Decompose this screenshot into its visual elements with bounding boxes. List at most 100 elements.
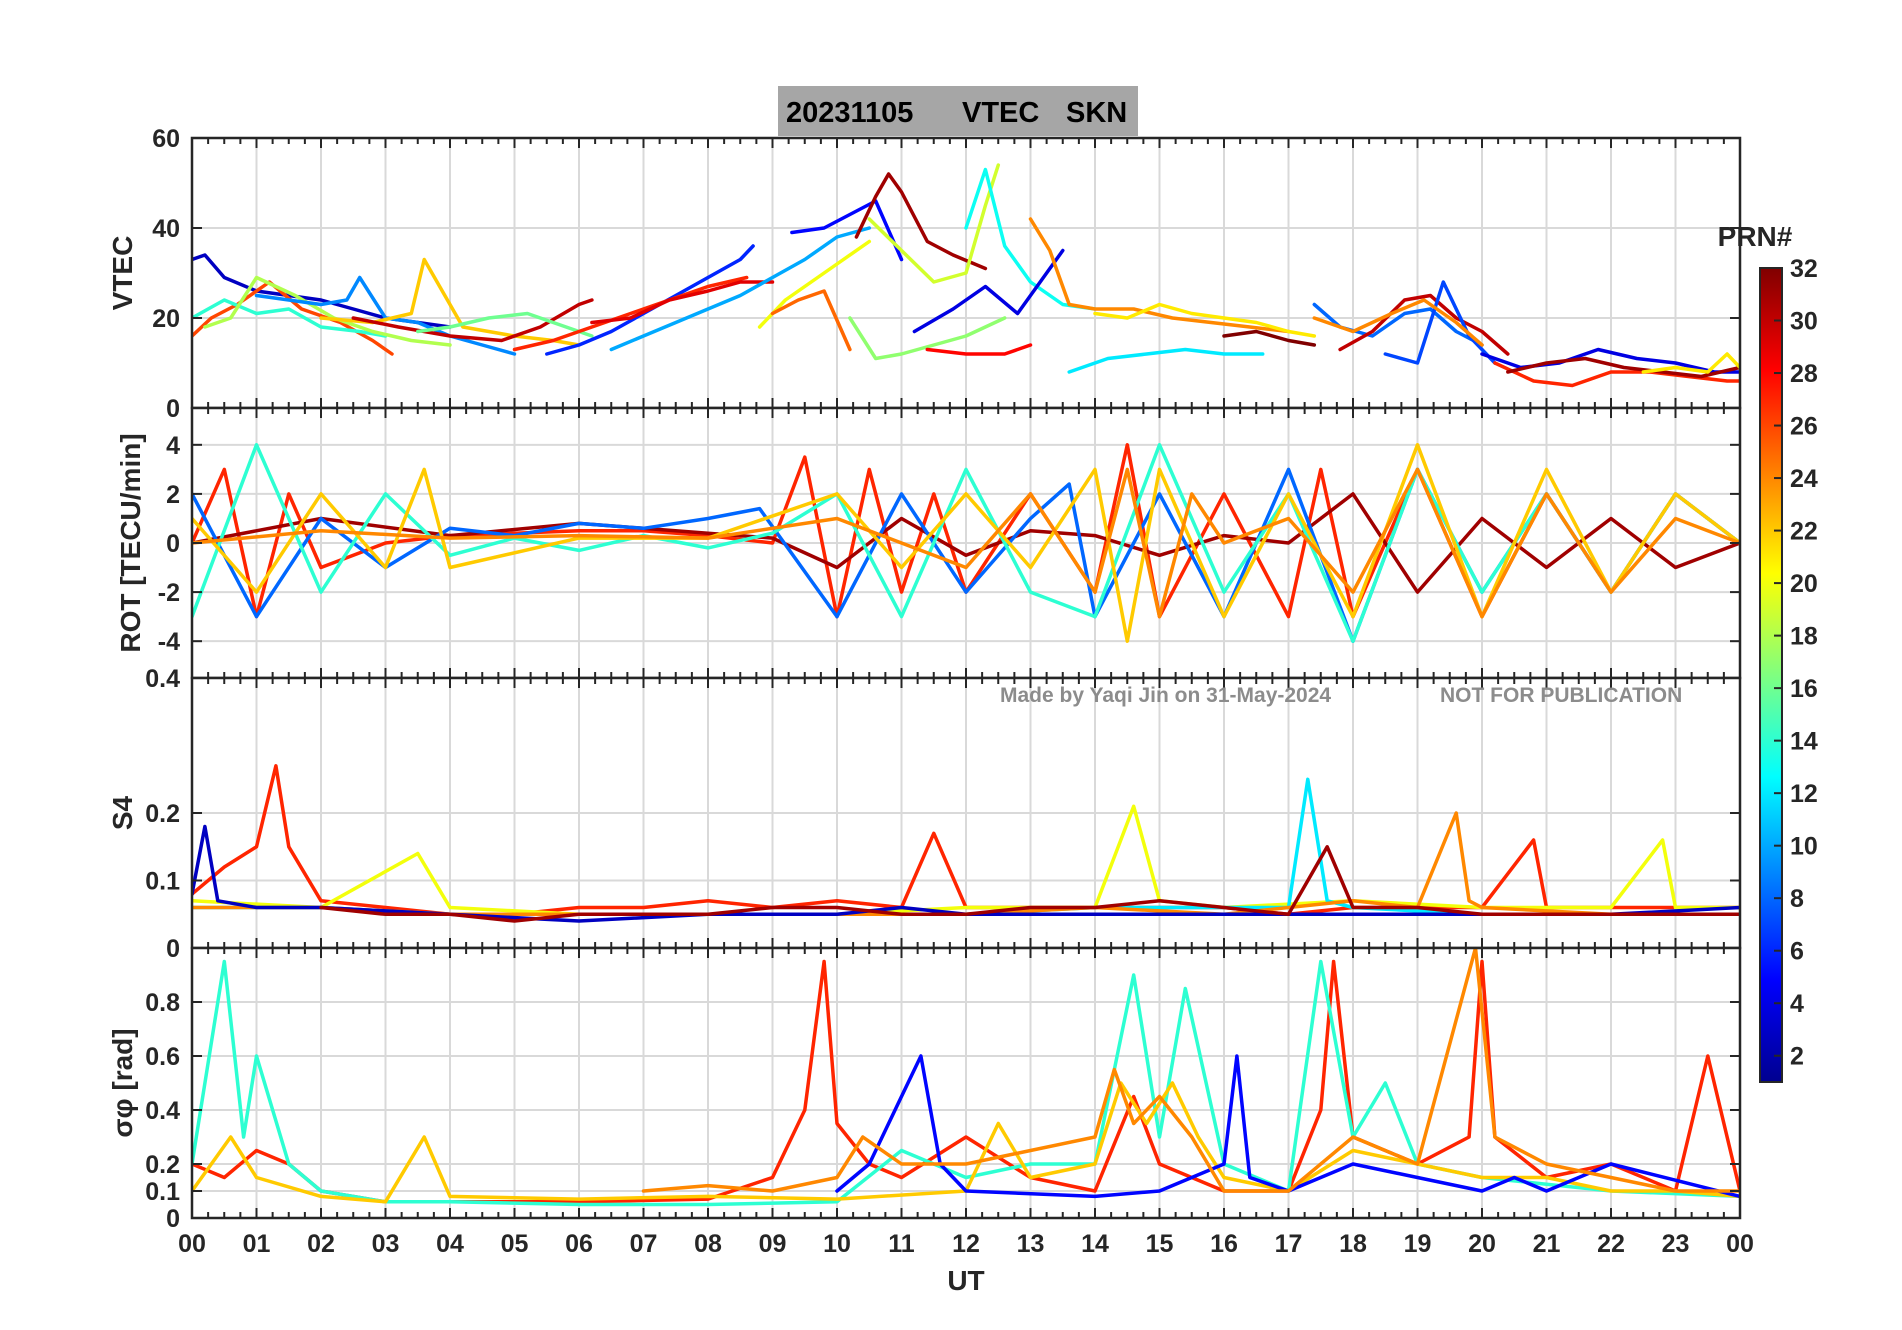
colorbar-tick-label: 18: [1790, 623, 1818, 651]
x-tick-label: 03: [372, 1230, 400, 1258]
series-line-prn-17: [848, 316, 1007, 361]
panel-rot: -4 -2 0 2 4 ROT [TECU/min]: [115, 406, 1742, 680]
x-tick-label: 17: [1275, 1230, 1303, 1258]
series-line-prn-31: [854, 172, 988, 271]
x-tick-label: 19: [1404, 1230, 1432, 1258]
series-line-prn-28: [925, 343, 1033, 356]
series-group: [192, 764, 1740, 923]
series-line-prn-10: [609, 226, 872, 352]
series-line-prn-14: [192, 443, 1740, 643]
x-tick-label: 22: [1597, 1230, 1625, 1258]
series-line-prn-20: [757, 239, 872, 329]
y-tick-label: 0.1: [145, 868, 180, 896]
colorbar-tick-label: 20: [1790, 570, 1818, 598]
series-line-prn-7: [1383, 280, 1497, 365]
y-axis-label-vtec: VTEC: [107, 236, 138, 311]
series-line-prn-5: [835, 1054, 1740, 1199]
panel-vtec: 0 20 40 60 VTEC: [107, 125, 1742, 423]
y-tick-label: 0.4: [145, 665, 180, 693]
series-line-prn-16: [416, 311, 594, 338]
series-line-prn-22: [192, 443, 1740, 643]
x-tick-label: 06: [565, 1230, 593, 1258]
colorbar-tick-label: 30: [1790, 308, 1818, 336]
series-group: [192, 163, 1740, 388]
y-tick-label: 0.2: [145, 1151, 180, 1179]
colorbar-label: PRN#: [1718, 221, 1793, 252]
title-box: [778, 86, 1138, 136]
y-tick-label: 0: [166, 530, 180, 558]
x-tick-label: 07: [630, 1230, 658, 1258]
series-line-prn-30: [351, 298, 594, 343]
y-tick-label: 2: [166, 481, 180, 509]
series-line-prn-21: [1093, 302, 1317, 338]
x-tick-label: 04: [436, 1230, 464, 1258]
x-tick-label: 21: [1533, 1230, 1561, 1258]
series-line-prn-29: [590, 280, 775, 325]
colorbar-tick-label: 2: [1790, 1043, 1804, 1071]
colorbar: [1759, 267, 1783, 1083]
series-line-prn-27: [192, 764, 1740, 917]
y-tick-label: 0: [166, 1205, 180, 1233]
y-tick-label: 40: [152, 215, 180, 243]
series-line-prn-14: [192, 298, 388, 338]
watermark-made-by: Made by Yaqi Jin on 31-May-2024: [1000, 684, 1331, 707]
series-line-prn-27: [1493, 361, 1740, 388]
x-tick-label: 12: [952, 1230, 980, 1258]
colorbar-tick-label: 4: [1790, 990, 1804, 1018]
y-tick-label: 0: [166, 935, 180, 963]
series-line-prn-24: [1028, 217, 1291, 334]
y-tick-label: 0.2: [145, 800, 180, 828]
y-tick-label: 0.4: [145, 1097, 180, 1125]
y-tick-label: -2: [158, 579, 180, 607]
series-line-prn-31: [319, 845, 1740, 923]
panel-sigma_phi: 00.10.2 0.4 0.6 0.8σφ [rad]: [107, 946, 1742, 1233]
colorbar-tick-label: 12: [1790, 780, 1818, 808]
y-tick-label: 4: [166, 432, 180, 460]
x-tick-label: 14: [1081, 1230, 1109, 1258]
x-tick-label: 23: [1662, 1230, 1690, 1258]
colorbar-tick-label: 8: [1790, 885, 1804, 913]
y-tick-label: 20: [152, 305, 180, 333]
x-tick-label: 18: [1339, 1230, 1367, 1258]
series-line-prn-18: [203, 275, 452, 347]
series-line-prn-21: [1641, 352, 1740, 374]
colorbar-tick-label: 24: [1790, 465, 1818, 493]
series-line-prn-20: [192, 804, 1740, 917]
series-line-prn-31: [1506, 356, 1740, 379]
series-line-prn-14: [192, 959, 1740, 1207]
x-tick-label: 10: [823, 1230, 851, 1258]
colorbar-tick-label: 22: [1790, 518, 1818, 546]
y-axis-label-rot: ROT [TECU/min]: [115, 433, 146, 652]
colorbar-tick-label: 16: [1790, 675, 1818, 703]
colorbar-tick-label: 10: [1790, 833, 1818, 861]
colorbar-tick-label: 28: [1790, 360, 1818, 388]
series-line-prn-4: [912, 248, 1065, 334]
y-tick-label: 0.1: [145, 1178, 180, 1206]
x-tick-label: 16: [1210, 1230, 1238, 1258]
x-tick-label: 20: [1468, 1230, 1496, 1258]
series-line-prn-27: [512, 275, 749, 352]
colorbar-tick-label: 6: [1790, 938, 1804, 966]
series-line-prn-32: [1222, 329, 1317, 347]
x-axis: 00 01 02 03 04 05 06 07 08 09 10 11 12 13 14 15 16 17 18 19…: [178, 1230, 1754, 1258]
colorbar-tick-label: 32: [1790, 255, 1818, 283]
title-quantity: VTEC: [962, 97, 1039, 129]
y-tick-label: -4: [158, 628, 180, 656]
x-axis-label: UT: [947, 1265, 984, 1296]
series-line-prn-19: [867, 163, 1001, 284]
y-tick-label: 0: [166, 395, 180, 423]
x-tick-label: 13: [1017, 1230, 1045, 1258]
x-tick-label: 08: [694, 1230, 722, 1258]
series-line-prn-22: [319, 257, 581, 347]
series-line-prn-26: [192, 280, 394, 356]
y-tick-label: 60: [152, 125, 180, 153]
series-group: [192, 443, 1740, 643]
y-axis-label-s4: S4: [107, 795, 138, 830]
colorbar-tick-label: 14: [1790, 728, 1818, 756]
series-line-prn-3: [192, 824, 1740, 923]
series-line-prn-25: [770, 289, 852, 352]
x-tick-label: 00: [1726, 1230, 1754, 1258]
